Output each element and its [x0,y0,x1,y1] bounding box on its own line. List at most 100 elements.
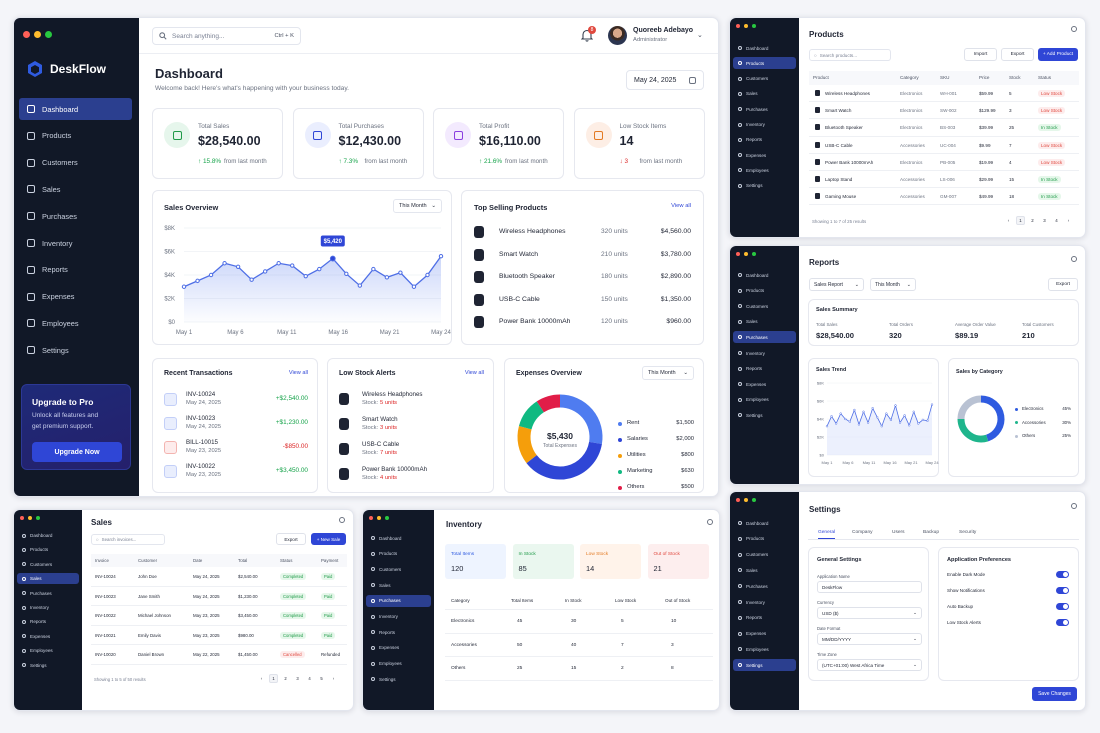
data-point[interactable] [903,414,906,417]
sidebar-item-settings[interactable]: Settings [19,339,132,361]
page-button[interactable]: › [1067,218,1070,223]
settings-field[interactable]: MM/DD/YYYY ⌄ [817,633,922,645]
list-item[interactable]: USB-C Cable 150 units $1,350.00 [474,293,691,309]
close-dot[interactable] [736,24,740,28]
sidebar-item-sales[interactable]: Sales [733,316,796,328]
data-point[interactable] [208,272,214,278]
alert-row[interactable]: USB-C Cable Stock: 7 units [339,441,484,461]
data-point[interactable] [921,418,925,422]
maximize-dot[interactable] [752,498,756,502]
info-icon[interactable] [707,519,713,525]
transaction-row[interactable]: INV-10022 May 23, 2025 +$3,450.00 [164,463,308,483]
page-button[interactable]: 1 [1016,216,1025,225]
info-icon[interactable] [1071,503,1077,509]
data-point[interactable] [276,261,281,266]
data-point[interactable] [871,407,874,410]
data-point[interactable] [926,419,929,422]
save-changes-button[interactable]: Save Changes [1032,687,1077,701]
data-point[interactable] [908,424,911,427]
sidebar-item-inventory[interactable]: Inventory [733,596,796,608]
transaction-row[interactable]: INV-10024 May 24, 2025 +$2,540.00 [164,391,308,411]
data-point[interactable] [344,271,349,277]
sidebar-item-purchases[interactable]: Purchases [17,588,79,599]
minimize-dot[interactable] [744,498,748,502]
table-row[interactable]: Accessories 50 40 7 3 [445,634,713,657]
sidebar-item-customers[interactable]: Customers [733,73,796,85]
close-dot[interactable] [369,516,373,520]
data-point[interactable] [912,410,915,413]
page-button[interactable]: 2 [284,676,287,681]
sidebar-item-sales[interactable]: Sales [366,579,431,591]
sidebar-item-customers[interactable]: Customers [19,152,132,174]
sidebar-item-reports[interactable]: Reports [366,626,431,638]
slice-marketing[interactable] [518,401,545,430]
sidebar-item-inventory[interactable]: Inventory [733,119,796,131]
sidebar-item-sales[interactable]: Sales [733,564,796,576]
sidebar-item-products[interactable]: Products [19,125,132,147]
pref-toggle[interactable] [1056,587,1069,594]
pref-toggle[interactable] [1056,619,1069,626]
data-point[interactable] [425,272,430,278]
sidebar-item-purchases[interactable]: Purchases [733,331,796,344]
minimize-dot[interactable] [34,31,41,38]
data-point[interactable] [222,261,227,266]
data-point[interactable] [876,416,879,419]
search-box[interactable]: Search anything... Ctrl + K [152,27,301,45]
report-period-select[interactable]: This Month ⌄ [870,278,916,291]
maximize-dot[interactable] [752,24,756,28]
sidebar-item-inventory[interactable]: Inventory [17,602,79,613]
page-button[interactable]: 4 [1055,218,1058,223]
sidebar-item-dashboard[interactable]: Dashboard [733,42,796,54]
maximize-dot[interactable] [385,516,389,520]
sidebar-item-products[interactable]: Products [17,544,79,555]
data-point[interactable] [898,421,902,424]
data-point[interactable] [411,284,417,289]
sidebar-item-expenses[interactable]: Expenses [17,631,79,642]
sidebar-item-employees[interactable]: Employees [19,312,132,334]
chevron-down-icon[interactable]: ⌄ [697,32,703,39]
table-row[interactable]: INV-10020 Daniel Brown May 22, 2025 $1,450.… [91,645,347,665]
sidebar-item-dashboard[interactable]: Dashboard [366,532,431,544]
table-row[interactable]: Power Bank 10000mAh Electronics PB-005 $19.… [809,154,1079,171]
sidebar-item-products[interactable]: Products [733,285,796,297]
sidebar-item-reports[interactable]: Reports [733,363,796,375]
page-button[interactable]: 4 [308,676,311,681]
recent-view-all[interactable]: View all [288,370,308,376]
sidebar-item-sales[interactable]: Sales [19,178,132,200]
data-point[interactable] [329,255,336,262]
data-point[interactable] [930,403,934,406]
data-point[interactable] [181,284,187,289]
low-stock-view-all[interactable]: View all [464,370,484,376]
date-picker[interactable]: May 24, 2025 [626,70,704,90]
tab-company[interactable]: Company [852,530,873,535]
sidebar-item-purchases[interactable]: Purchases [366,594,431,607]
sidebar-item-purchases[interactable]: Purchases [733,103,796,115]
data-point[interactable] [848,420,851,423]
sales-search[interactable]: ○ Search invoices... [91,534,165,545]
page-button[interactable]: 1 [269,674,278,683]
slice-utilities[interactable] [517,425,537,464]
data-point[interactable] [235,264,241,269]
info-icon[interactable] [1071,26,1077,32]
export-button[interactable]: Export [276,533,306,545]
sidebar-item-inventory[interactable]: Inventory [366,611,431,623]
sidebar-item-sales[interactable]: Sales [17,573,79,585]
table-row[interactable]: Wireless Headphones Electronics WH-001 $59.… [809,85,1079,103]
page-button[interactable]: 3 [296,676,299,681]
sidebar-item-settings[interactable]: Settings [733,659,796,672]
data-point[interactable] [857,423,861,426]
settings-field[interactable]: (UTC+01:00) West Africa Time ⌄ [817,659,922,671]
data-point[interactable] [862,410,865,413]
sidebar-item-settings[interactable]: Settings [17,660,79,671]
sidebar-item-settings[interactable]: Settings [733,180,796,192]
alert-row[interactable]: Power Bank 10000mAh Stock: 4 units [339,466,484,486]
sidebar-item-customers[interactable]: Customers [366,563,431,575]
upgrade-button[interactable]: Upgrade Now [32,442,122,462]
sidebar-item-reports[interactable]: Reports [733,134,796,146]
list-item[interactable]: Power Bank 10000mAh 120 units $960.00 [474,315,691,331]
info-icon[interactable] [1071,256,1077,262]
data-point[interactable] [384,275,390,280]
sidebar-item-expenses[interactable]: Expenses [733,149,796,161]
minimize-dot[interactable] [377,516,381,520]
data-point[interactable] [371,266,376,272]
